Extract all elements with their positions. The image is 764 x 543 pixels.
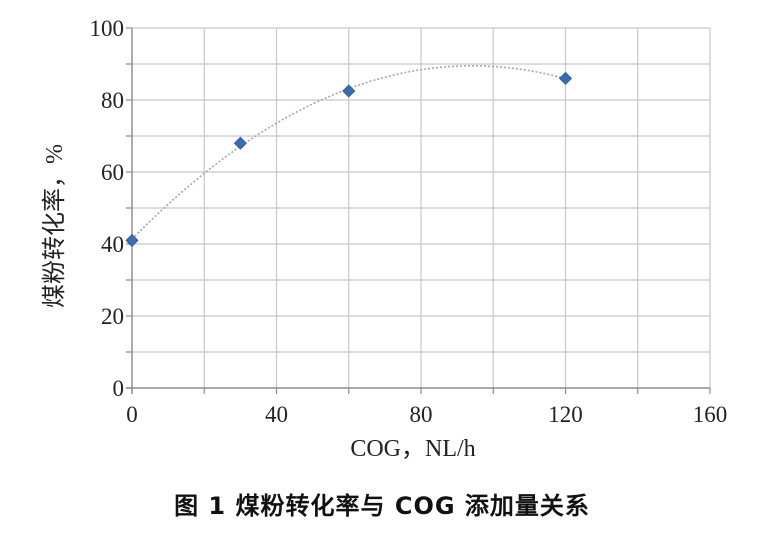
data-point-diamond (233, 136, 247, 150)
x-tick-label: 40 (265, 402, 288, 427)
grid (132, 27, 711, 388)
y-tick-label: 0 (113, 376, 125, 401)
trend-line (131, 65, 566, 240)
x-axis-title: COG，NL/h (350, 436, 475, 462)
chart: 0 20 40 60 80 100 0 40 80 120 160 COG，NL/h 煤粉转化率，% (41, 16, 728, 462)
x-tick-label: 0 (126, 402, 138, 427)
y-axis-title: 煤粉转化率，% (41, 144, 68, 308)
data-point-diamond (342, 84, 356, 98)
data-point-diamond (558, 71, 573, 85)
data-point-diamond (125, 233, 139, 247)
y-tick-label: 80 (101, 88, 124, 113)
y-tick-label: 20 (101, 304, 124, 329)
y-tick-label: 60 (101, 160, 124, 185)
data-points (125, 71, 573, 247)
x-tick-label: 160 (693, 402, 728, 427)
axes (126, 27, 711, 394)
x-tick-label: 120 (548, 402, 583, 427)
y-tick-label: 100 (90, 16, 125, 41)
y-tick-label: 40 (101, 232, 124, 257)
figure-caption: 图 1 煤粉转化率与 COG 添加量关系 (174, 492, 590, 520)
trendline (131, 65, 566, 240)
tick-labels: 0 20 40 60 80 100 0 40 80 120 160 (90, 16, 728, 427)
x-tick-label: 80 (410, 402, 433, 427)
